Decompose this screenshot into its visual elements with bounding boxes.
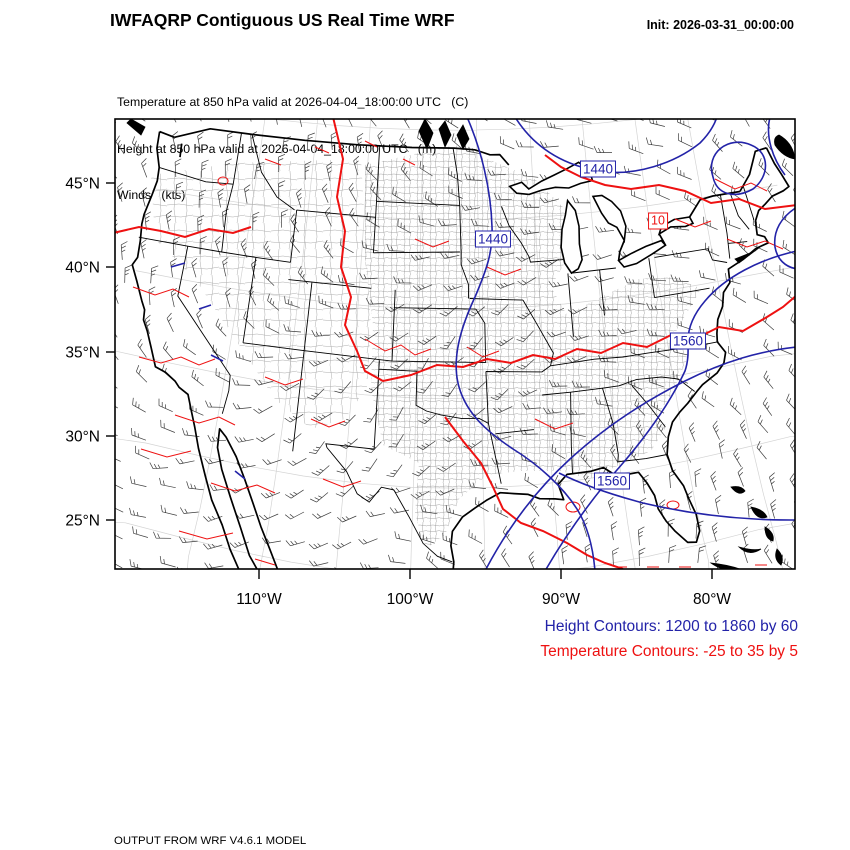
- temperature-contours: [115, 119, 795, 569]
- height-contour-legend: Height Contours: 1200 to 1860 by 60: [544, 618, 798, 635]
- state-borders: [138, 132, 755, 563]
- islands: [126, 119, 795, 569]
- lat-tick-label: 30°N: [65, 429, 100, 446]
- height-contour-label: 1440: [474, 230, 512, 248]
- axis-ticks: 45°N 40°N 35°N 30°N 25°N 110°W 100°W 90°W 80°W: [65, 176, 731, 609]
- lon-tick-label: 110°W: [236, 591, 282, 608]
- great-lake: [560, 198, 583, 275]
- lat-tick-label: 35°N: [65, 345, 100, 362]
- lon-tick-label: 80°W: [693, 591, 731, 608]
- lat-tick-label: 25°N: [65, 513, 100, 530]
- canadian-lake: [418, 119, 434, 151]
- bahamas-island: [737, 546, 762, 553]
- basemap-geography: [131, 127, 790, 569]
- great-lake: [591, 194, 627, 244]
- bahamas-island: [764, 526, 774, 542]
- lon-tick-label: 100°W: [387, 591, 434, 608]
- bahamas-island: [750, 506, 768, 519]
- bahamas-island: [775, 548, 783, 566]
- canadian-lake: [456, 124, 470, 150]
- vancouver-island: [126, 119, 146, 136]
- valid-line-temperature: Temperature at 850 hPa valid at 2026-04-…: [117, 95, 469, 109]
- height-contour-label: 1560: [593, 472, 631, 490]
- lat-tick-label: 45°N: [65, 176, 100, 193]
- coastline-and-borders: [131, 127, 790, 569]
- model-version-line: OUTPUT FROM WRF V4.6.1 MODEL: [114, 835, 307, 847]
- height-contour-label: 1560: [669, 332, 707, 350]
- page-title: IWFAQRP Contiguous US Real Time WRF: [110, 10, 455, 30]
- init-timestamp: Init: 2026-03-31_00:00:00: [646, 18, 794, 32]
- lon-tick-label: 90°W: [542, 591, 580, 608]
- height-contour-label: 1440: [579, 160, 617, 178]
- county-texture-west: [151, 159, 371, 429]
- temp-contour-label: 10: [648, 212, 668, 230]
- cuba-coast: [709, 562, 742, 569]
- map-frame: [114, 118, 796, 570]
- canadian-lake: [438, 120, 452, 149]
- long-island: [734, 246, 761, 264]
- bahamas-island: [730, 486, 746, 494]
- contour-legend: Height Contours: 1200 to 1860 by 60 Temp…: [540, 614, 798, 664]
- maritimes-coast: [774, 134, 795, 160]
- lat-tick-label: 40°N: [65, 260, 100, 277]
- temperature-contour-legend: Temperature Contours: -25 to 35 by 5: [540, 643, 798, 660]
- model-info-footer: OUTPUT FROM WRF V4.6.1 MODEL WE = 580 ; …: [114, 808, 562, 850]
